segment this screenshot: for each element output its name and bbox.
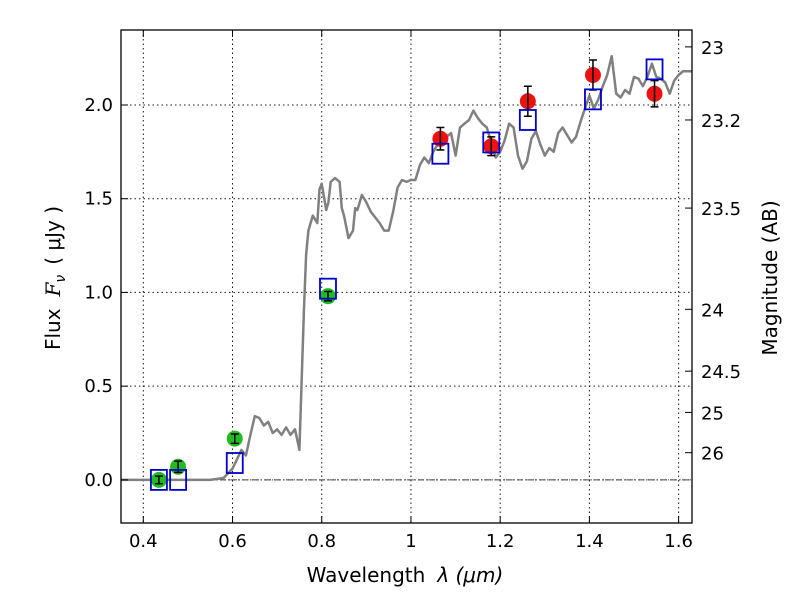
x-axis-label-math: λ (μm) — [436, 563, 503, 587]
y-axis-label-subscript: ν — [53, 275, 69, 283]
y-tick-label: 1.5 — [84, 189, 113, 210]
y-tick-label: 0.5 — [84, 376, 113, 397]
model-point-square — [319, 277, 337, 300]
x-axis-label-text: Wavelength — [307, 563, 426, 587]
plot-frame — [120, 29, 693, 524]
right-tick-label: 23 — [701, 38, 724, 59]
right-tick-label: 24 — [701, 300, 724, 321]
y-axis-label-symbol: F — [41, 281, 65, 297]
right-tick-label: 26 — [701, 444, 724, 465]
x-tick-label: 0.6 — [218, 531, 247, 552]
model-point-square — [584, 88, 602, 111]
x-axis-label: Wavelength λ (μm) — [307, 563, 504, 587]
tick-layer: 0.4 0.6 0.8 1 1.2 1.4 1.6 0.0 0.5 1.0 1.5 2.0 23 23.2… — [84, 30, 741, 552]
errorbar-layer — [154, 59, 659, 485]
x-tick-label: 1.2 — [486, 531, 515, 552]
y-tick-label: 0.0 — [84, 470, 113, 491]
model-point-square — [482, 131, 501, 154]
right-axis-label: Magnitude (AB) — [758, 200, 782, 355]
y-axis-label-unit: ( μJy ) — [41, 206, 65, 265]
y-axis-label: Flux Fν ( μJy ) — [41, 206, 69, 350]
right-tick-label: 24.5 — [701, 362, 741, 383]
x-tick-label: 1.6 — [664, 531, 693, 552]
model-point-square — [431, 142, 450, 165]
plot-area — [121, 30, 692, 523]
y-tick-label: 1.0 — [84, 282, 113, 303]
model-point-square — [518, 109, 537, 131]
model-point-square — [169, 468, 188, 491]
right-tick-label: 23.2 — [701, 111, 741, 132]
right-tick-label: 23.5 — [701, 199, 741, 220]
x-tick-label: 1 — [405, 531, 416, 552]
y-tick-label: 2.0 — [84, 95, 113, 116]
right-tick-label: 25 — [701, 403, 724, 424]
model-points-layer — [150, 58, 664, 491]
model-point-square — [225, 452, 244, 474]
x-tick-label: 1.4 — [575, 531, 604, 552]
model-point-square — [645, 58, 664, 81]
model-point-square — [150, 468, 168, 491]
x-tick-label: 0.8 — [307, 531, 336, 552]
x-tick-label: 0.4 — [129, 531, 158, 552]
y-axis-label-text: Flux — [41, 308, 65, 350]
